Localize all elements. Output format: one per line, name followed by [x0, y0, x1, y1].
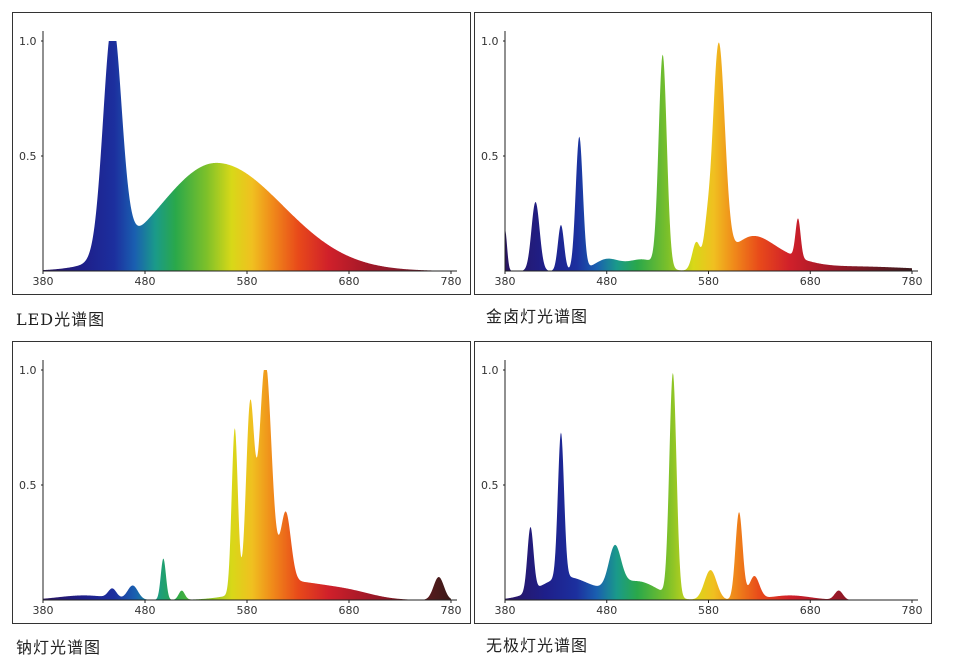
x-tick-label: 580 — [698, 604, 719, 617]
chart-panel-metal-halide: 380 480 580 680 780 1.0 0.5 — [474, 12, 932, 295]
chart-title-metal-halide: 金卤灯光谱图 — [486, 307, 589, 326]
spectrum-chart-metal-halide: 380 480 580 680 780 1.0 0.5 — [481, 31, 923, 288]
y-tick-label: 0.5 — [19, 479, 37, 492]
x-tick-label: 480 — [135, 275, 156, 288]
x-tick-label: 680 — [339, 275, 360, 288]
chart-panel-induction: 380 480 580 680 780 1.0 0.5 — [474, 341, 932, 624]
y-tick-label: 0.5 — [481, 150, 499, 163]
y-tick-label: 0.5 — [481, 479, 499, 492]
x-tick-label: 480 — [596, 275, 617, 288]
spectrum-area — [43, 370, 451, 600]
x-tick-label: 780 — [441, 275, 462, 288]
x-tick-label: 780 — [441, 604, 462, 617]
x-tick-label: 380 — [33, 604, 54, 617]
chart-panel-sodium: 380 480 580 680 780 1.0 0.5 — [12, 341, 471, 624]
x-tick-label: 680 — [339, 604, 360, 617]
spectrum-area — [43, 41, 451, 271]
spectrum-area — [505, 372, 912, 600]
x-tick-label: 380 — [33, 275, 54, 288]
x-tick-label: 780 — [902, 604, 923, 617]
x-tick-label: 380 — [495, 604, 516, 617]
x-tick-label: 680 — [800, 604, 821, 617]
spectrum-chart-induction: 380 480 580 680 780 1.0 0.5 — [481, 360, 923, 617]
x-tick-label: 580 — [698, 275, 719, 288]
spectrum-area — [505, 42, 912, 272]
x-tick-label: 580 — [237, 275, 258, 288]
y-tick-label: 0.5 — [19, 150, 37, 163]
x-tick-label: 380 — [495, 275, 516, 288]
spectrum-chart-sodium: 380 480 580 680 780 1.0 0.5 — [19, 360, 462, 617]
x-tick-label: 580 — [237, 604, 258, 617]
y-tick-label: 1.0 — [481, 35, 499, 48]
y-tick-label: 1.0 — [481, 364, 499, 377]
x-tick-label: 780 — [902, 275, 923, 288]
y-tick-label: 1.0 — [19, 364, 37, 377]
x-tick-label: 480 — [596, 604, 617, 617]
chart-title-sodium: 钠灯光谱图 — [16, 638, 102, 657]
spectrum-chart-led: 380 480 580 680 780 1.0 0.5 — [19, 31, 462, 288]
y-tick-label: 1.0 — [19, 35, 37, 48]
x-tick-label: 680 — [800, 275, 821, 288]
chart-panel-led: 380 480 580 680 780 1.0 0.5 — [12, 12, 471, 295]
chart-title-induction: 无极灯光谱图 — [486, 636, 589, 655]
x-tick-label: 480 — [135, 604, 156, 617]
chart-title-led: LED光谱图 — [16, 310, 106, 329]
